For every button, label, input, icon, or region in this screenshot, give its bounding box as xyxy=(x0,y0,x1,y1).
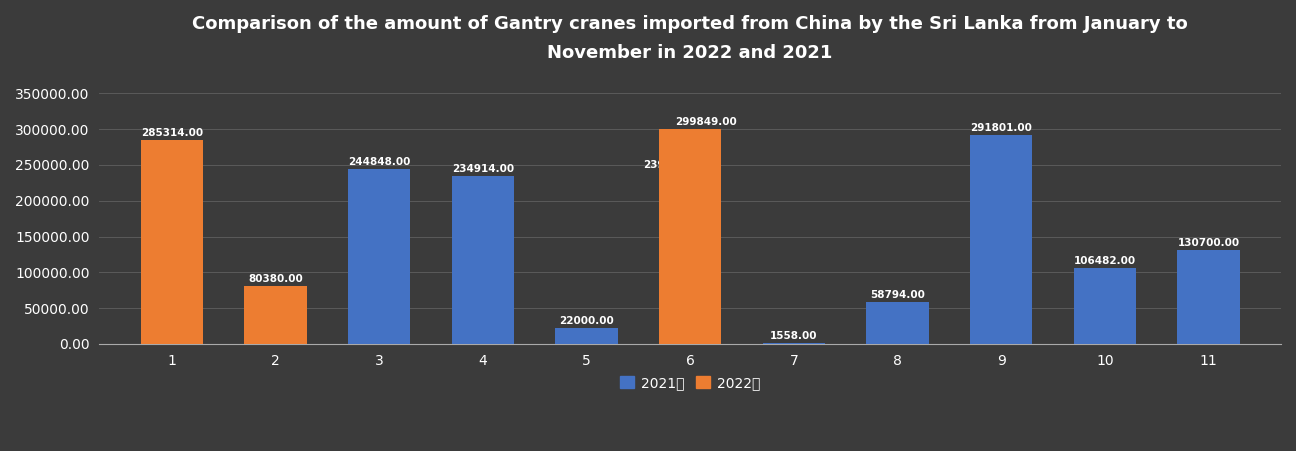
Bar xyxy=(452,176,515,344)
Text: 1558.00: 1558.00 xyxy=(770,331,818,341)
Text: 80380.00: 80380.00 xyxy=(248,274,303,284)
Bar xyxy=(969,135,1032,344)
Text: 285314.00: 285314.00 xyxy=(141,128,203,138)
Legend: 2021年, 2022年: 2021年, 2022年 xyxy=(614,370,766,396)
Bar xyxy=(349,169,411,344)
Bar xyxy=(866,302,928,344)
Bar xyxy=(1177,250,1239,344)
Text: 244848.00: 244848.00 xyxy=(347,156,411,166)
Bar xyxy=(556,328,618,344)
Text: 239705.00: 239705.00 xyxy=(644,160,705,170)
Text: 22000.00: 22000.00 xyxy=(559,316,614,326)
Text: 299849.00: 299849.00 xyxy=(675,117,736,127)
Text: 291801.00: 291801.00 xyxy=(971,123,1032,133)
Bar xyxy=(141,140,203,344)
Bar xyxy=(245,286,307,344)
Text: 130700.00: 130700.00 xyxy=(1177,238,1239,248)
Text: 106482.00: 106482.00 xyxy=(1073,256,1135,266)
Bar xyxy=(1073,268,1135,344)
Title: Comparison of the amount of Gantry cranes imported from China by the Sri Lanka f: Comparison of the amount of Gantry crane… xyxy=(192,15,1188,62)
Text: 58794.00: 58794.00 xyxy=(870,290,925,300)
Text: 234914.00: 234914.00 xyxy=(452,164,513,174)
Bar xyxy=(762,343,824,344)
Bar xyxy=(658,129,721,344)
Bar xyxy=(658,172,721,344)
